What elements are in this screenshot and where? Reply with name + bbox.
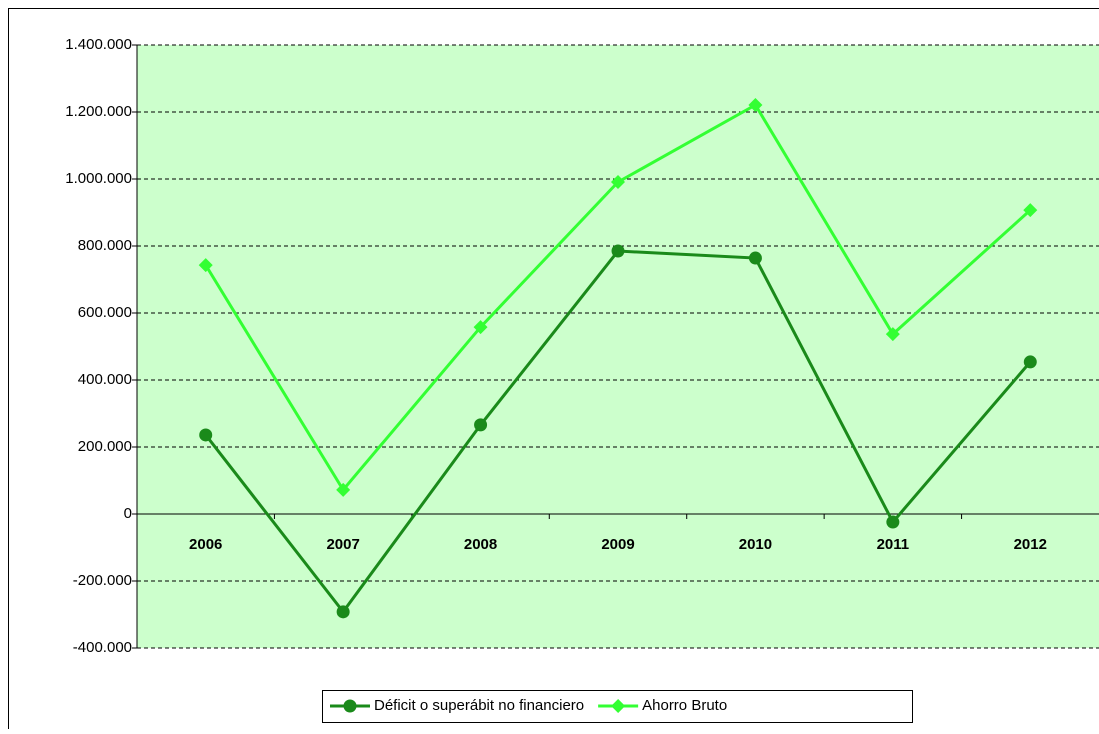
plot-area xyxy=(137,45,1099,648)
x-tick-label: 2007 xyxy=(326,536,359,553)
marker xyxy=(612,245,625,258)
legend-label: Déficit o superábit no financiero xyxy=(374,697,584,714)
marker xyxy=(474,418,487,431)
x-tick-label: 2009 xyxy=(601,536,634,553)
marker xyxy=(337,605,350,618)
y-tick-label: -400.000 xyxy=(73,639,132,656)
y-tick-label: 1.400.000 xyxy=(65,36,132,53)
x-tick-label: 2006 xyxy=(189,536,222,553)
legend-label: Ahorro Bruto xyxy=(642,697,727,714)
y-tick-label: 0 xyxy=(124,505,132,522)
marker xyxy=(344,700,357,713)
marker xyxy=(1024,355,1037,368)
x-tick-label: 2010 xyxy=(739,536,772,553)
y-tick-label: 400.000 xyxy=(78,371,132,388)
y-tick-label: 1.200.000 xyxy=(65,103,132,120)
x-tick-label: 2012 xyxy=(1014,536,1047,553)
y-tick-label: 200.000 xyxy=(78,438,132,455)
marker xyxy=(199,428,212,441)
y-tick-label: -200.000 xyxy=(73,572,132,589)
y-tick-label: 800.000 xyxy=(78,237,132,254)
marker xyxy=(749,252,762,265)
x-tick-label: 2008 xyxy=(464,536,497,553)
marker xyxy=(886,516,899,529)
x-tick-label: 2011 xyxy=(877,536,910,553)
y-tick-label: 1.000.000 xyxy=(65,170,132,187)
y-tick-label: 600.000 xyxy=(78,304,132,321)
